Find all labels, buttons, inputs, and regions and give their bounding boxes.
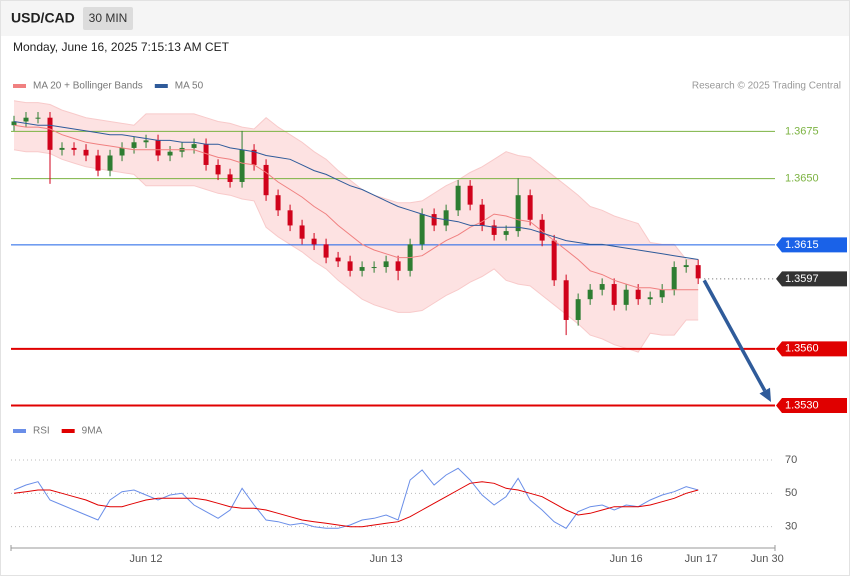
legend-label: MA 20 + Bollinger Bands [33, 81, 143, 92]
legend-swatch [61, 429, 75, 433]
candle-body [611, 284, 617, 305]
candle-body [371, 267, 377, 269]
level-box [776, 341, 847, 357]
forecast-arrow [702, 279, 767, 392]
candle-body [251, 149, 257, 165]
candle-body [671, 267, 677, 290]
candle-body [131, 142, 137, 148]
candle-body [119, 147, 125, 156]
candle-body [155, 140, 161, 156]
x-tick-label: Jun 16 [610, 553, 643, 565]
candle-body [287, 210, 293, 226]
candle-body [311, 238, 317, 245]
level-box [776, 398, 847, 414]
candle-body [419, 214, 425, 245]
candle-body [35, 117, 41, 119]
candle-body [683, 265, 689, 268]
candle-body [491, 225, 497, 235]
interval-box[interactable] [83, 7, 133, 30]
candle-body [575, 299, 581, 320]
candle-body [431, 214, 437, 226]
candle-body [467, 185, 473, 205]
candle-body [527, 195, 533, 220]
candle-body [275, 195, 281, 211]
symbol: USD/CAD [11, 10, 75, 26]
candle-body [695, 265, 701, 279]
candle-body [239, 149, 245, 182]
candle-body [59, 147, 65, 150]
legend-swatch [154, 84, 168, 88]
legend-label: RSI [33, 426, 50, 437]
candle-body [503, 231, 509, 235]
legend-label: 9MA [82, 426, 103, 437]
level-box [776, 271, 847, 287]
x-tick-label: Jun 13 [370, 553, 403, 565]
legend-swatch [13, 429, 26, 433]
candle-body [167, 151, 173, 156]
level-label: 1.3615 [785, 239, 819, 251]
bollinger-fill [14, 100, 699, 353]
rsi-line [13, 467, 699, 529]
candle-body [647, 297, 653, 300]
candle-body [23, 117, 29, 122]
candle-body [227, 174, 233, 182]
candle-body [395, 261, 401, 271]
interval[interactable]: 30 MIN [89, 11, 128, 25]
x-tick-label: Jun 12 [130, 553, 163, 565]
candle-body [563, 280, 569, 320]
level-label: 1.3650 [785, 173, 819, 185]
x-tick-label: Jun 30 [751, 553, 784, 565]
candle-body [587, 289, 593, 300]
candle-body [83, 149, 89, 156]
level-label: 1.3675 [785, 125, 819, 137]
ma-line [13, 121, 699, 260]
candle-body [47, 117, 53, 150]
forecast-arrowhead [759, 387, 771, 403]
legend-swatch [13, 84, 26, 88]
y-tick-label: 50 [785, 487, 797, 499]
candle-body [599, 284, 605, 290]
level-label: 1.3560 [785, 343, 819, 355]
level-box [776, 237, 847, 253]
ma-line [13, 124, 699, 291]
candle-body [359, 267, 365, 271]
level-label: 1.3530 [785, 399, 819, 411]
candle-body [143, 140, 149, 143]
candle-body [299, 225, 305, 239]
candle-body [203, 144, 209, 165]
header-bar [1, 1, 849, 36]
legend-label: MA 50 [175, 81, 204, 92]
candle-body [659, 289, 665, 298]
candle-body [335, 257, 341, 262]
timestamp: Monday, June 16, 2025 7:15:13 AM CET [13, 40, 230, 54]
candle-body [347, 261, 353, 271]
candle-body [515, 195, 521, 232]
bollinger-lower [13, 149, 699, 353]
candle-body [635, 289, 641, 300]
candle-body [443, 210, 449, 226]
credit: Research © 2025 Trading Central [692, 81, 841, 92]
y-tick-label: 70 [785, 454, 797, 466]
candle-body [71, 147, 77, 150]
candle-body [263, 164, 269, 196]
level-label: 1.3597 [785, 273, 819, 285]
candle-body [95, 155, 101, 171]
candle-body [479, 204, 485, 226]
candle-body [383, 261, 389, 268]
candle-body [551, 240, 557, 281]
candle-body [323, 244, 329, 258]
bollinger-upper [13, 100, 699, 260]
candle-body [623, 289, 629, 305]
x-tick-label: Jun 17 [685, 553, 718, 565]
candle-body [455, 185, 461, 211]
candle-body [11, 121, 17, 126]
candle-body [215, 164, 221, 175]
candle-body [191, 144, 197, 148]
candle-body [107, 155, 113, 171]
candle-body [539, 219, 545, 241]
y-tick-label: 30 [785, 521, 797, 533]
rsi-line [13, 481, 699, 528]
